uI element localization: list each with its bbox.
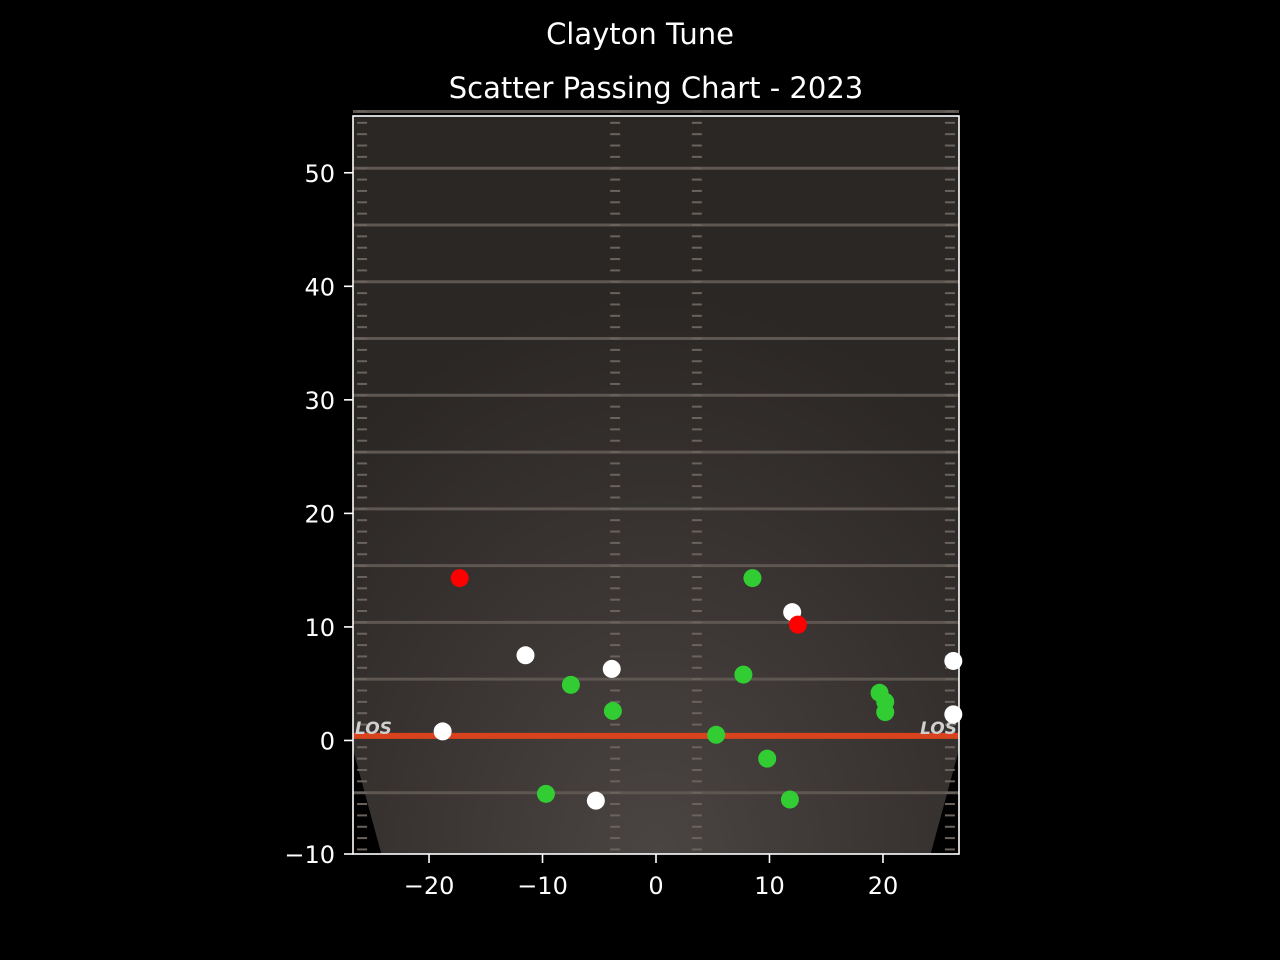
figure-suptitle: Clayton Tune	[546, 17, 734, 51]
data-point	[788, 615, 807, 634]
data-point	[561, 675, 580, 694]
data-point	[603, 701, 622, 720]
y-axis: −10 0 10 20 30 40 50	[284, 160, 353, 869]
data-point	[780, 790, 799, 809]
field-turf	[353, 116, 959, 854]
y-tick-label: 20	[304, 500, 335, 528]
plot-area: LOS LOS	[352, 109, 963, 855]
x-tick-label: 20	[868, 872, 899, 900]
data-point	[944, 651, 963, 670]
y-tick-label: 40	[304, 273, 335, 301]
chart-title: Scatter Passing Chart - 2023	[449, 71, 863, 105]
data-point	[758, 749, 777, 768]
y-tick-label: −10	[284, 841, 335, 869]
data-point	[734, 665, 753, 684]
data-point	[536, 784, 555, 803]
y-tick-label: 10	[304, 614, 335, 642]
los-label-right: LOS	[920, 719, 957, 739]
field-corner-left	[353, 749, 382, 854]
field-corner-right	[930, 749, 959, 854]
data-point	[586, 791, 605, 810]
field-markings: LOS LOS	[353, 109, 959, 854]
y-tick-label: 30	[304, 387, 335, 415]
data-point	[516, 646, 535, 665]
data-point	[433, 722, 452, 741]
x-tick-label: 0	[648, 872, 663, 900]
y-tick-label: 0	[320, 727, 335, 755]
x-tick-label: 10	[754, 872, 785, 900]
x-tick-label: −20	[404, 872, 455, 900]
los-label-left: LOS	[355, 719, 392, 739]
data-point	[450, 569, 469, 588]
data-point	[707, 725, 726, 744]
data-point	[876, 703, 895, 722]
data-point	[944, 705, 963, 724]
data-points	[433, 569, 963, 810]
x-tick-label: −10	[517, 872, 568, 900]
data-point	[602, 659, 621, 678]
x-axis: −20 −10 0 10 20	[404, 854, 899, 900]
data-point	[743, 569, 762, 588]
y-tick-label: 50	[304, 160, 335, 188]
